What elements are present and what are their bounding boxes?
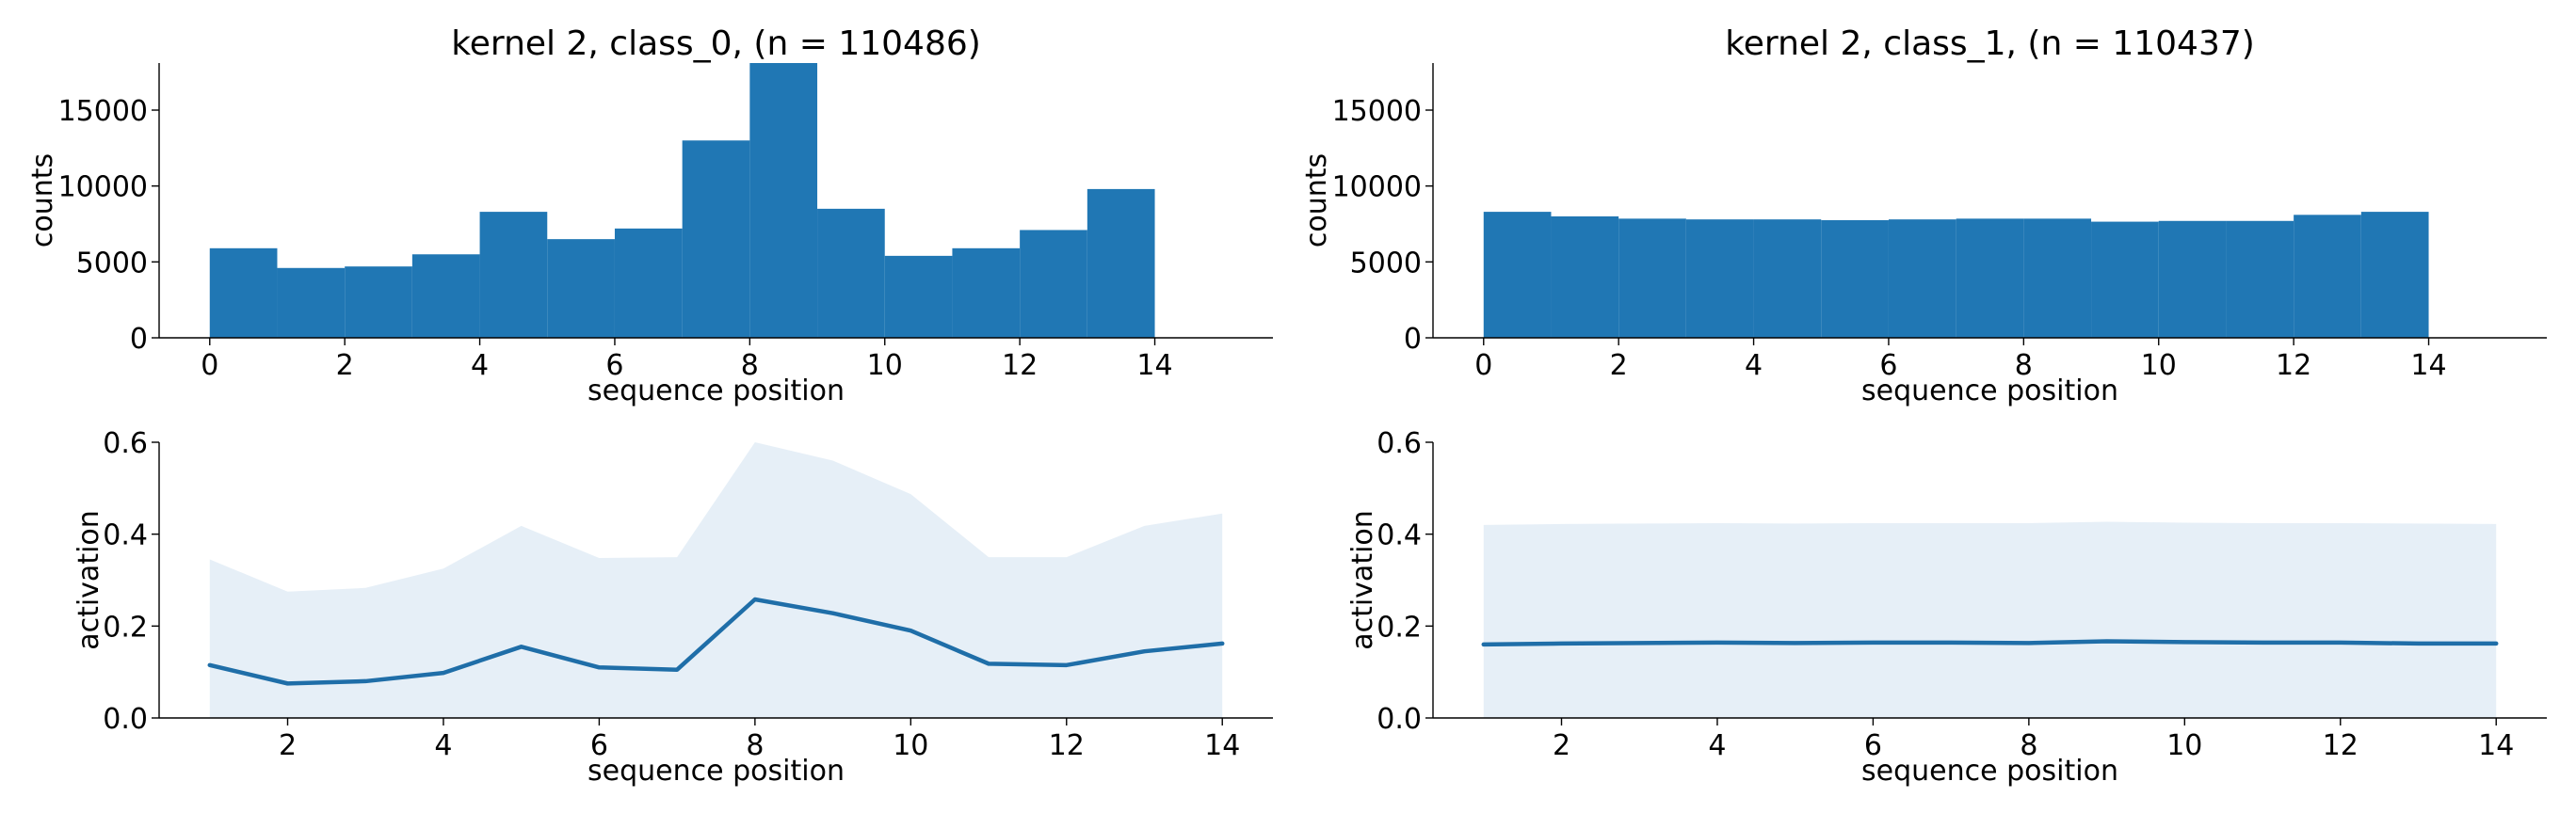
x-tick-label: 4: [1708, 729, 1726, 762]
bar: [1618, 218, 1686, 338]
chart-title: kernel 2, class_0, (n = 110486): [451, 24, 981, 63]
y-tick-label: 0.4: [1377, 519, 1422, 552]
x-tick-label: 2: [279, 729, 297, 762]
x-tick-label: 14: [1136, 349, 1172, 382]
panel-counts-class-0: 0 2 4 6 8 10 12 14 0 5000 10000 15000 sequence posit…: [26, 24, 1273, 407]
bar: [817, 208, 885, 338]
y-axis-label: counts: [26, 153, 59, 247]
x-tick-label: 0: [1474, 349, 1492, 382]
bar: [2226, 220, 2294, 338]
bar: [2294, 215, 2361, 338]
bar: [345, 266, 412, 338]
panel-activation-class-0: 2 4 6 8 10 12 14 0.0 0.2 0.4 0.6 sequence position a…: [72, 427, 1273, 788]
y-tick-label: 10000: [1332, 171, 1422, 204]
x-tick-label: 4: [471, 349, 489, 382]
x-axis-label: sequence position: [1861, 755, 2118, 788]
y-tick-label: 15000: [58, 95, 148, 128]
y-tick-label: 0: [1404, 323, 1422, 356]
x-tick-label: 6: [590, 729, 608, 762]
x-tick-label: 10: [2141, 349, 2177, 382]
bar: [884, 255, 953, 338]
x-tick-label: 4: [1745, 349, 1763, 382]
y-axis-label: activation: [1346, 510, 1379, 650]
bar: [1956, 218, 2024, 338]
x-tick-label: 10: [867, 349, 903, 382]
x-tick-label: 8: [2020, 729, 2037, 762]
confidence-band: [1483, 521, 2497, 718]
bar: [1551, 215, 1619, 338]
y-tick-label: 0.2: [103, 611, 148, 644]
bar: [1821, 219, 1889, 338]
x-tick-label: 8: [741, 349, 759, 382]
x-tick-label: 6: [1879, 349, 1897, 382]
panel-counts-class-1: 0 2 4 6 8 10 12 14 0 5000 10000 15000 sequence posit…: [1300, 24, 2547, 407]
x-tick-label: 0: [201, 349, 218, 382]
bar: [209, 247, 278, 338]
bar: [682, 140, 750, 338]
x-tick-label: 10: [2166, 729, 2202, 762]
bar: [1087, 188, 1155, 338]
y-tick-label: 0: [130, 323, 148, 356]
x-tick-label: 2: [336, 349, 354, 382]
y-tick-label: 0.2: [1377, 611, 1422, 644]
chart-title: kernel 2, class_1, (n = 110437): [1725, 24, 2255, 63]
x-tick-label: 12: [1002, 349, 1038, 382]
bar: [277, 267, 346, 338]
x-tick-label: 14: [2410, 349, 2446, 382]
y-tick-label: 0.0: [103, 703, 148, 736]
y-tick-label: 0.6: [103, 427, 148, 460]
bar: [2158, 220, 2227, 338]
x-axis-label: sequence position: [1861, 375, 2118, 407]
x-tick-label: 2: [1610, 349, 1628, 382]
x-tick-label: 8: [746, 729, 764, 762]
bar: [2360, 212, 2429, 338]
x-tick-label: 2: [1553, 729, 1570, 762]
y-tick-label: 5000: [1350, 247, 1422, 279]
bar: [1020, 230, 1087, 338]
y-tick-label: 15000: [1332, 95, 1422, 128]
bar: [547, 239, 615, 338]
x-tick-label: 12: [1049, 729, 1085, 762]
x-tick-label: 14: [2478, 729, 2514, 762]
y-tick-label: 0.4: [103, 519, 148, 552]
x-tick-label: 4: [434, 729, 452, 762]
confidence-band: [209, 442, 1223, 718]
bar: [2023, 218, 2092, 338]
bar: [1753, 219, 1822, 338]
panel-activation-class-1: 2 4 6 8 10 12 14 0.0 0.2 0.4 0.6 sequence position a…: [1346, 427, 2547, 788]
mean-activation-line: [207, 597, 1225, 686]
x-tick-label: 6: [1864, 729, 1882, 762]
y-tick-label: 5000: [76, 247, 148, 279]
y-axis-label: counts: [1300, 153, 1333, 247]
bar: [2091, 221, 2159, 338]
x-tick-label: 8: [2015, 349, 2033, 382]
mean-activation-line: [1481, 639, 2499, 647]
bar: [411, 254, 480, 338]
x-axis-label: sequence position: [588, 375, 845, 407]
x-tick-label: 12: [2276, 349, 2311, 382]
bar: [1888, 219, 1956, 338]
x-tick-label: 12: [2323, 729, 2359, 762]
bar: [749, 63, 818, 338]
y-tick-label: 0.6: [1377, 427, 1422, 460]
x-tick-label: 14: [1204, 729, 1240, 762]
y-tick-label: 10000: [58, 171, 148, 204]
y-axis-label: activation: [72, 510, 105, 650]
x-tick-label: 10: [893, 729, 928, 762]
y-tick-label: 0.0: [1377, 703, 1422, 736]
bar: [952, 247, 1021, 338]
x-axis-label: sequence position: [588, 755, 845, 788]
bar: [1483, 212, 1552, 338]
bar: [479, 212, 548, 338]
x-tick-label: 6: [605, 349, 623, 382]
bar: [614, 228, 683, 338]
bar: [1685, 219, 1754, 338]
